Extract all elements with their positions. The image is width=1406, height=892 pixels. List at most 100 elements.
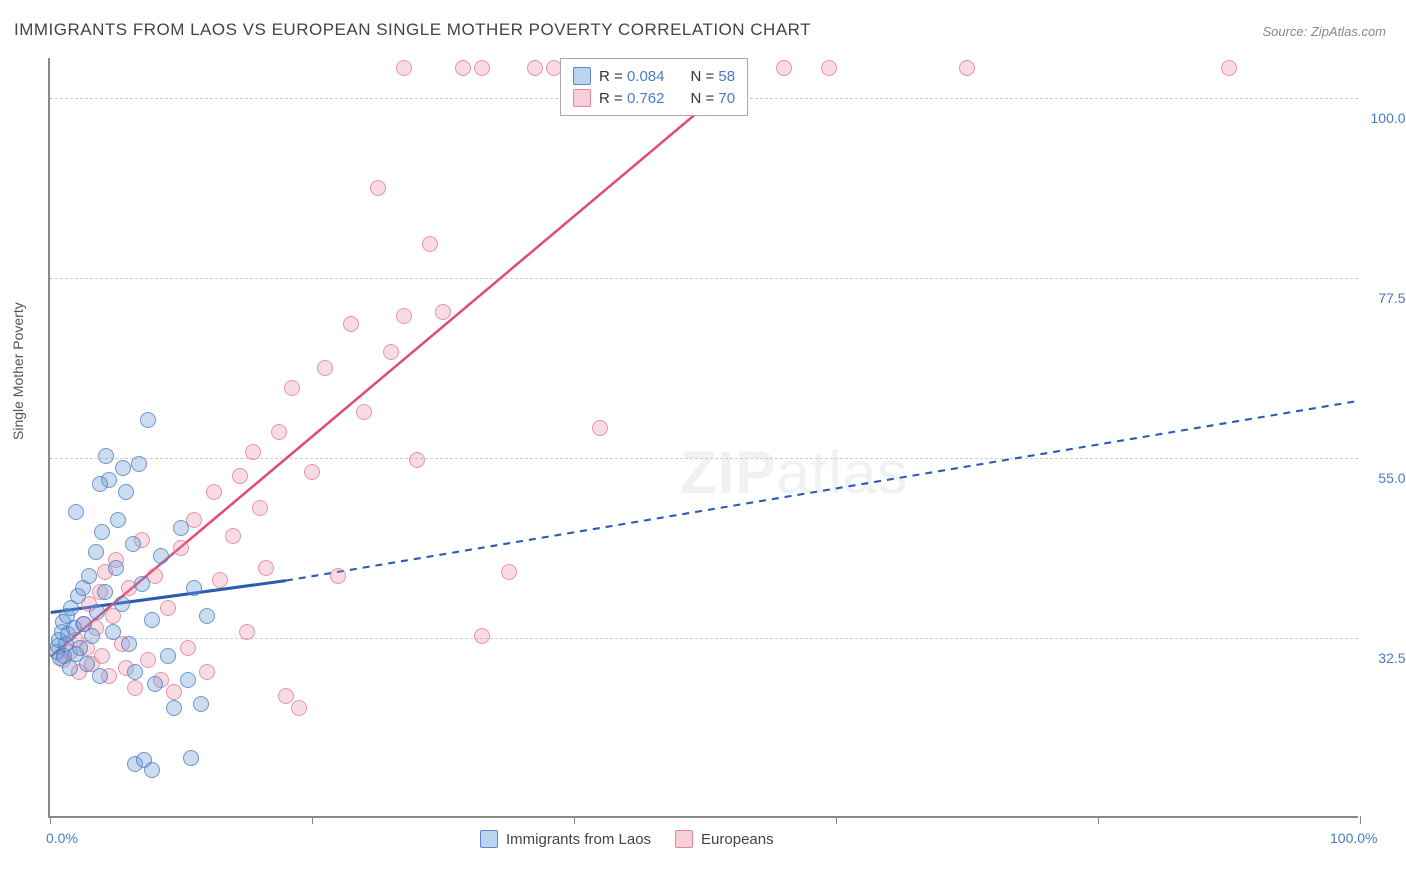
scatter-chart: ZIPatlas 32.5%55.0%77.5%100.0% 0.0%100.0… <box>48 58 1358 818</box>
x-tick-label: 0.0% <box>46 830 78 846</box>
correlation-legend: R = 0.084 N = 58 R = 0.762 N = 70 <box>560 58 748 116</box>
data-point-europeans <box>317 360 333 376</box>
data-point-europeans <box>258 560 274 576</box>
data-point-laos <box>121 636 137 652</box>
gridline <box>50 278 1358 279</box>
data-point-europeans <box>212 572 228 588</box>
data-point-laos <box>92 668 108 684</box>
data-point-laos <box>94 524 110 540</box>
x-tick <box>50 816 51 824</box>
legend-row-laos: R = 0.084 N = 58 <box>573 65 735 87</box>
swatch-blue <box>573 67 591 85</box>
data-point-laos <box>79 656 95 672</box>
data-point-laos <box>108 560 124 576</box>
data-point-europeans <box>232 468 248 484</box>
data-point-europeans <box>435 304 451 320</box>
data-point-europeans <box>821 60 837 76</box>
data-point-laos <box>160 648 176 664</box>
data-point-laos <box>84 628 100 644</box>
data-point-europeans <box>94 648 110 664</box>
data-point-europeans <box>140 652 156 668</box>
data-point-laos <box>97 584 113 600</box>
data-point-europeans <box>127 680 143 696</box>
legend-item-europeans: Europeans <box>675 830 774 848</box>
x-tick <box>1360 816 1361 824</box>
data-point-europeans <box>330 568 346 584</box>
data-point-laos <box>127 664 143 680</box>
y-axis-label: Single Mother Poverty <box>10 302 26 440</box>
data-point-europeans <box>396 60 412 76</box>
data-point-europeans <box>776 60 792 76</box>
data-point-europeans <box>166 684 182 700</box>
data-point-laos <box>180 672 196 688</box>
data-point-laos <box>193 696 209 712</box>
data-point-europeans <box>271 424 287 440</box>
data-point-laos <box>114 596 130 612</box>
y-tick-label: 100.0% <box>1363 110 1406 126</box>
data-point-europeans <box>370 180 386 196</box>
data-point-europeans <box>252 500 268 516</box>
x-tick <box>574 816 575 824</box>
swatch-pink-icon <box>675 830 693 848</box>
watermark: ZIPatlas <box>680 438 908 507</box>
x-tick <box>312 816 313 824</box>
gridline <box>50 458 1358 459</box>
data-point-laos <box>199 608 215 624</box>
data-point-europeans <box>160 600 176 616</box>
data-point-europeans <box>245 444 261 460</box>
data-point-europeans <box>356 404 372 420</box>
trend-lines <box>50 58 1358 816</box>
data-point-europeans <box>455 60 471 76</box>
source-label: Source: ZipAtlas.com <box>1262 24 1386 39</box>
data-point-laos <box>144 612 160 628</box>
data-point-laos <box>153 548 169 564</box>
data-point-europeans <box>527 60 543 76</box>
data-point-europeans <box>180 640 196 656</box>
data-point-laos <box>118 484 134 500</box>
data-point-europeans <box>206 484 222 500</box>
data-point-europeans <box>592 420 608 436</box>
legend-item-laos: Immigrants from Laos <box>480 830 651 848</box>
swatch-blue-icon <box>480 830 498 848</box>
data-point-europeans <box>278 688 294 704</box>
data-point-laos <box>125 536 141 552</box>
x-tick <box>1098 816 1099 824</box>
y-tick-label: 55.0% <box>1363 470 1406 486</box>
data-point-laos <box>147 676 163 692</box>
data-point-europeans <box>474 60 490 76</box>
series-legend: Immigrants from Laos Europeans <box>480 830 774 848</box>
data-point-laos <box>134 576 150 592</box>
data-point-laos <box>183 750 199 766</box>
data-point-europeans <box>396 308 412 324</box>
data-point-europeans <box>1221 60 1237 76</box>
data-point-europeans <box>173 540 189 556</box>
data-point-europeans <box>383 344 399 360</box>
swatch-pink <box>573 89 591 107</box>
data-point-laos <box>105 624 121 640</box>
data-point-europeans <box>422 236 438 252</box>
legend-row-europeans: R = 0.762 N = 70 <box>573 87 735 109</box>
data-point-laos <box>68 504 84 520</box>
data-point-laos <box>140 412 156 428</box>
data-point-laos <box>110 512 126 528</box>
data-point-laos <box>92 476 108 492</box>
data-point-laos <box>166 700 182 716</box>
data-point-laos <box>72 640 88 656</box>
data-point-laos <box>115 460 131 476</box>
data-point-laos <box>186 580 202 596</box>
data-point-europeans <box>239 624 255 640</box>
data-point-laos <box>173 520 189 536</box>
y-tick-label: 32.5% <box>1363 650 1406 666</box>
y-tick-label: 77.5% <box>1363 290 1406 306</box>
data-point-laos <box>131 456 147 472</box>
x-tick-label: 100.0% <box>1330 830 1377 846</box>
data-point-laos <box>98 448 114 464</box>
chart-title: IMMIGRANTS FROM LAOS VS EUROPEAN SINGLE … <box>14 20 811 40</box>
data-point-europeans <box>474 628 490 644</box>
data-point-laos <box>144 762 160 778</box>
data-point-laos <box>88 544 104 560</box>
data-point-europeans <box>959 60 975 76</box>
data-point-europeans <box>304 464 320 480</box>
data-point-europeans <box>291 700 307 716</box>
data-point-europeans <box>343 316 359 332</box>
